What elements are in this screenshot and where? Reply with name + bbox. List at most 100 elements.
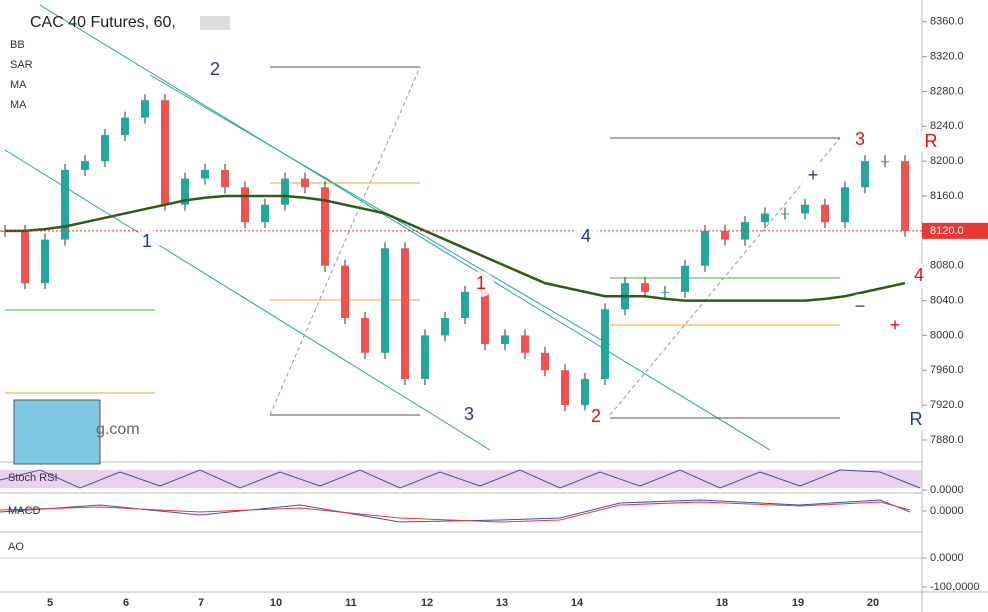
wave-marker bbox=[918, 129, 944, 155]
wave-marker bbox=[903, 407, 929, 433]
candle bbox=[261, 204, 269, 223]
candle bbox=[801, 204, 809, 214]
candle bbox=[861, 161, 869, 188]
candle bbox=[161, 100, 169, 205]
wave-label: − bbox=[855, 296, 866, 316]
wave-marker bbox=[906, 263, 932, 289]
x-tick-label: 11 bbox=[345, 597, 357, 609]
wave-marker bbox=[847, 294, 873, 320]
wave-label: + bbox=[890, 315, 901, 335]
candle bbox=[661, 291, 669, 293]
stoch-line bbox=[0, 469, 921, 489]
last-price-tag bbox=[922, 222, 988, 239]
y-tick-label: 8000.0 bbox=[930, 329, 964, 341]
candle bbox=[61, 169, 69, 240]
candle bbox=[341, 265, 349, 318]
y-tick-label: 8360.0 bbox=[930, 16, 964, 28]
pane-label: Stoch RSI bbox=[8, 472, 58, 484]
macd-line bbox=[0, 499, 911, 523]
channel-line bbox=[39, 4, 771, 451]
wave-label: 3 bbox=[855, 129, 865, 149]
candle bbox=[41, 239, 49, 284]
x-tick-label: 7 bbox=[198, 597, 204, 609]
pane-tick-label: -100.0000 bbox=[930, 581, 980, 593]
last-price-label: 8120.0 bbox=[930, 225, 964, 237]
y-tick-label: 8080.0 bbox=[930, 260, 964, 272]
wave-marker bbox=[134, 229, 160, 255]
x-tick-label: 12 bbox=[421, 597, 433, 609]
wave-label: 2 bbox=[210, 59, 220, 79]
candle bbox=[221, 169, 229, 188]
candle bbox=[881, 161, 889, 163]
pane-tick-label: 0.0000 bbox=[930, 484, 964, 496]
candle bbox=[561, 370, 569, 406]
wave-marker bbox=[800, 163, 826, 189]
chart-title: CAC 40 Futures, 60, bbox=[30, 14, 176, 31]
wave-marker bbox=[456, 402, 482, 428]
candle bbox=[521, 335, 529, 353]
wave-label: 3 bbox=[464, 404, 474, 424]
wave-marker bbox=[882, 313, 908, 339]
watermark: g.com bbox=[96, 421, 140, 438]
wave-marker bbox=[573, 224, 599, 250]
wave-marker bbox=[847, 127, 873, 153]
wave-label: R bbox=[925, 131, 938, 151]
wave-label: 2 bbox=[591, 406, 601, 426]
y-tick-label: 8240.0 bbox=[930, 120, 964, 132]
candle bbox=[441, 317, 449, 336]
candle bbox=[301, 178, 309, 188]
candle bbox=[541, 352, 549, 371]
candle bbox=[361, 317, 369, 353]
candle bbox=[841, 187, 849, 223]
candle bbox=[421, 335, 429, 379]
candle bbox=[581, 378, 589, 406]
x-tick-label: 5 bbox=[47, 597, 53, 609]
candle bbox=[241, 187, 249, 223]
x-tick-label: 19 bbox=[792, 597, 804, 609]
candle bbox=[81, 161, 89, 170]
pane-label: MACD bbox=[8, 505, 40, 517]
x-tick-label: 14 bbox=[571, 597, 584, 609]
candle bbox=[901, 161, 909, 231]
wave-label: 1 bbox=[476, 273, 486, 293]
x-tick-label: 13 bbox=[496, 597, 508, 609]
wave-marker bbox=[202, 57, 228, 83]
x-tick-label: 6 bbox=[123, 597, 129, 609]
candle bbox=[101, 135, 109, 162]
logo bbox=[13, 399, 101, 465]
candle bbox=[321, 187, 329, 266]
title-buttons[interactable] bbox=[200, 16, 230, 30]
x-tick-label: 18 bbox=[716, 597, 728, 609]
candle bbox=[601, 309, 609, 379]
macd-signal bbox=[0, 501, 911, 523]
y-tick-label: 7880.0 bbox=[930, 434, 964, 446]
candle bbox=[721, 230, 729, 240]
wave-label: 1 bbox=[142, 231, 152, 251]
wave-label: 4 bbox=[914, 265, 924, 285]
y-tick-label: 8200.0 bbox=[930, 155, 964, 167]
candle bbox=[681, 265, 689, 292]
candle bbox=[821, 204, 829, 223]
x-tick-label: 20 bbox=[867, 597, 879, 609]
wave-label: R bbox=[910, 409, 923, 429]
indicator-label: MA bbox=[10, 79, 27, 91]
wave-marker bbox=[468, 271, 494, 297]
candle bbox=[181, 178, 189, 205]
channel-line bbox=[4, 149, 491, 451]
x-tick-label: 10 bbox=[270, 597, 282, 609]
pane-label: AO bbox=[8, 541, 24, 553]
moving-average bbox=[5, 194, 906, 302]
candle bbox=[701, 230, 709, 266]
y-tick-label: 8320.0 bbox=[930, 51, 964, 63]
y-tick-label: 7960.0 bbox=[930, 364, 964, 376]
candle bbox=[121, 117, 129, 136]
indicator-label: BB bbox=[10, 39, 25, 51]
candle bbox=[501, 335, 509, 345]
candle bbox=[381, 248, 389, 353]
channel-line bbox=[149, 74, 611, 346]
wave-label: 4 bbox=[581, 226, 591, 246]
candle bbox=[401, 248, 409, 379]
indicator-label: MA bbox=[10, 99, 27, 111]
candle bbox=[641, 283, 649, 292]
candle bbox=[281, 178, 289, 205]
